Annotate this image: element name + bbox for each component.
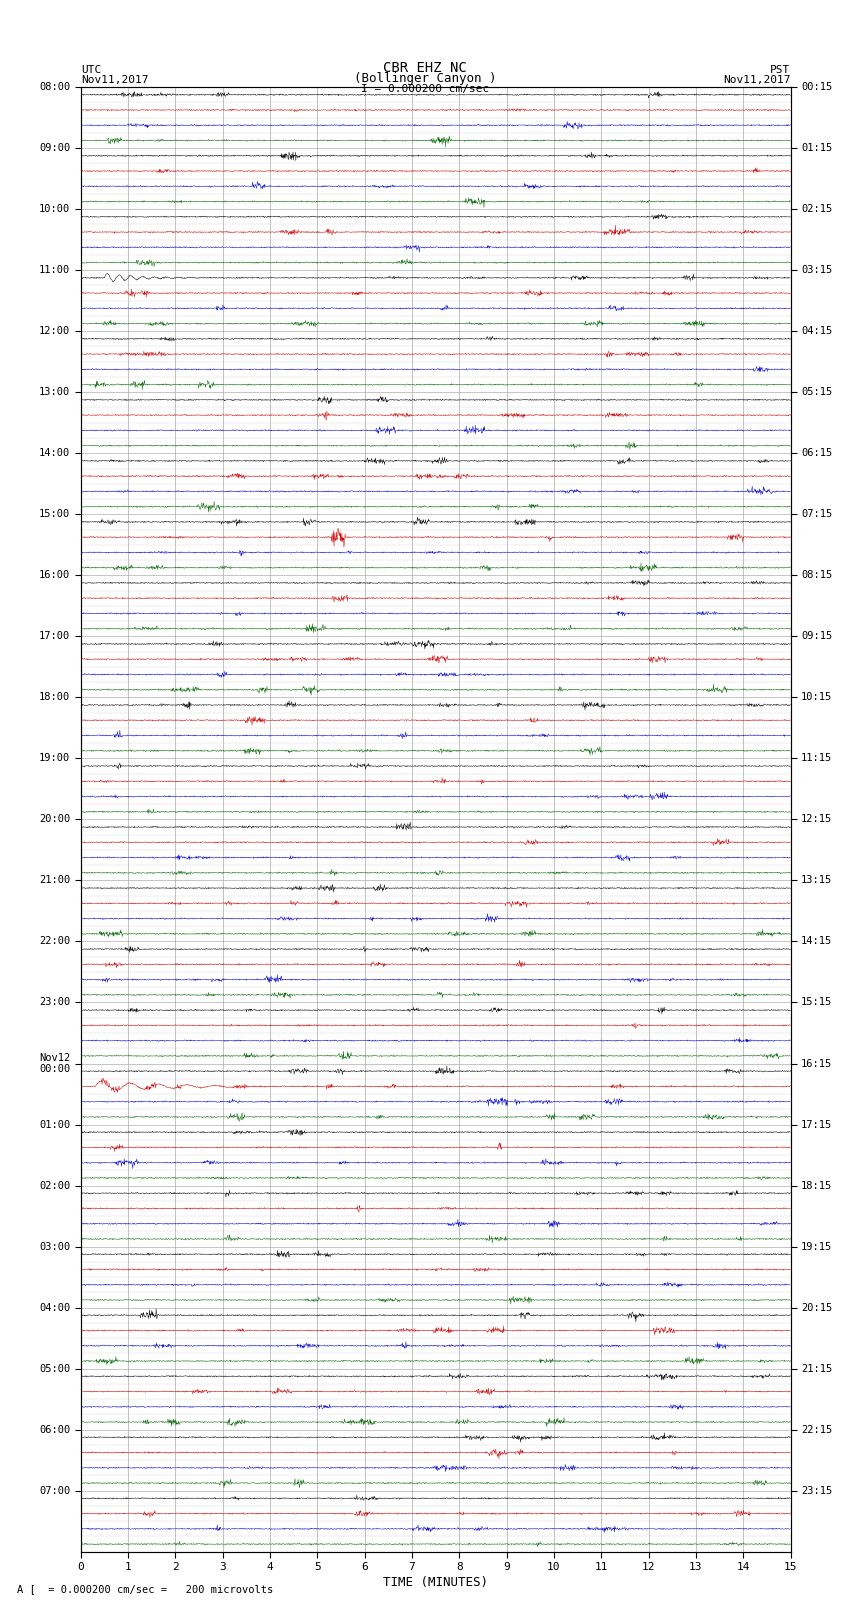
- Text: Nov11,2017: Nov11,2017: [81, 74, 148, 84]
- Text: (Bollinger Canyon ): (Bollinger Canyon ): [354, 71, 496, 84]
- Text: A [  = 0.000200 cm/sec =   200 microvolts: A [ = 0.000200 cm/sec = 200 microvolts: [17, 1584, 273, 1594]
- Text: CBR EHZ NC: CBR EHZ NC: [383, 61, 467, 76]
- Text: I = 0.000200 cm/sec: I = 0.000200 cm/sec: [361, 84, 489, 94]
- Text: PST: PST: [770, 65, 790, 76]
- Text: UTC: UTC: [81, 65, 101, 76]
- X-axis label: TIME (MINUTES): TIME (MINUTES): [383, 1576, 488, 1589]
- Text: Nov11,2017: Nov11,2017: [723, 74, 791, 84]
